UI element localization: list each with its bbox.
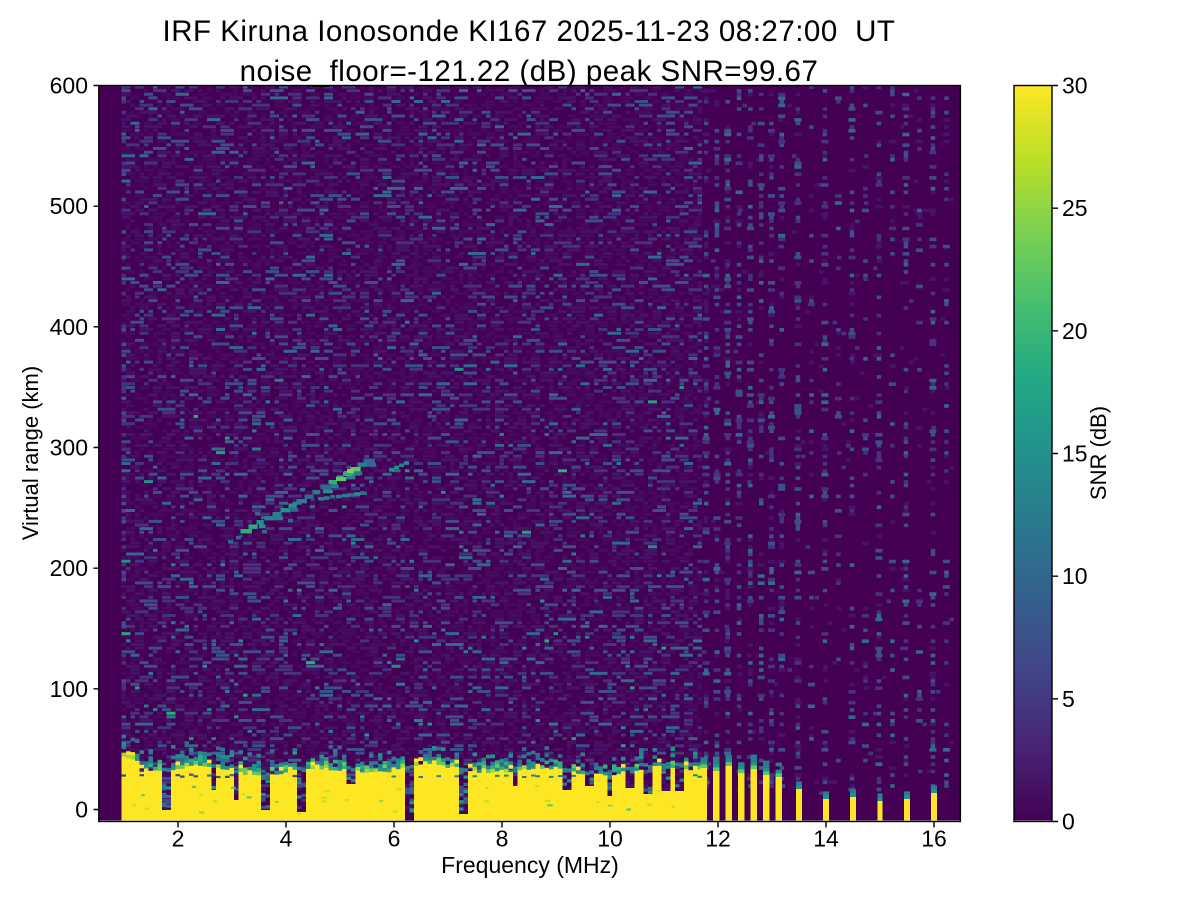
svg-text:100: 100 [50,676,88,702]
svg-text:2: 2 [172,826,185,852]
svg-text:0: 0 [1062,809,1075,835]
svg-text:10: 10 [1062,563,1088,589]
svg-text:500: 500 [50,193,88,219]
svg-text:8: 8 [496,826,509,852]
svg-text:4: 4 [280,826,293,852]
svg-text:10: 10 [597,826,623,852]
svg-text:Virtual range (km): Virtual range (km) [18,366,43,540]
svg-text:16: 16 [921,826,947,852]
svg-text:Frequency (MHz): Frequency (MHz) [441,852,619,878]
svg-text:25: 25 [1062,195,1088,221]
svg-text:200: 200 [50,555,88,581]
svg-text:30: 30 [1062,73,1088,99]
svg-text:20: 20 [1062,318,1088,344]
svg-text:0: 0 [75,797,88,823]
svg-text:6: 6 [388,826,401,852]
svg-text:600: 600 [50,72,88,98]
svg-text:15: 15 [1062,441,1088,467]
svg-text:5: 5 [1062,686,1075,712]
svg-text:300: 300 [50,434,88,460]
svg-text:SNR (dB): SNR (dB) [1086,406,1111,500]
svg-text:400: 400 [50,314,88,340]
svg-text:12: 12 [705,826,731,852]
svg-text:noise_floor=-121.22 (dB) peak: noise_floor=-121.22 (dB) peak SNR=99.67 [240,55,819,88]
svg-text:IRF Kiruna Ionosonde KI167 202: IRF Kiruna Ionosonde KI167 2025-11-23 08… [163,15,896,48]
svg-text:14: 14 [813,826,839,852]
